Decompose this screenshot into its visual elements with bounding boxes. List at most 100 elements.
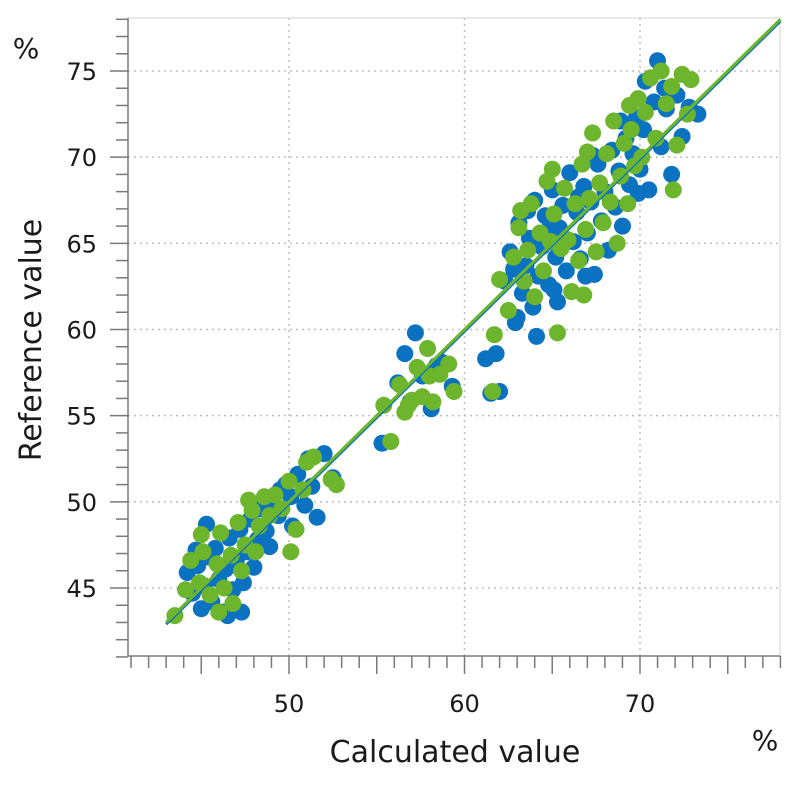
series-points xyxy=(166,52,707,625)
y-tick-label: 50 xyxy=(66,489,97,517)
data-point-green xyxy=(608,234,626,252)
data-point-green xyxy=(192,526,210,544)
data-point-green xyxy=(578,143,596,161)
data-point-green xyxy=(657,95,675,113)
data-point-green xyxy=(591,174,609,192)
data-point-green xyxy=(327,476,345,494)
data-point-green xyxy=(647,129,665,147)
data-point-green xyxy=(601,193,619,211)
y-axis: 45 50 55 60 65 70 75 xyxy=(66,18,128,658)
data-point-green xyxy=(484,383,502,400)
data-point-blue xyxy=(406,324,424,342)
data-point-green xyxy=(549,324,566,342)
data-point-blue xyxy=(663,165,681,183)
data-point-green xyxy=(229,514,247,531)
data-point-green xyxy=(287,520,305,538)
data-point-green xyxy=(664,181,682,199)
data-point-green xyxy=(212,524,230,542)
data-point-green xyxy=(622,121,640,139)
data-point-green xyxy=(505,248,523,266)
data-point-green xyxy=(621,97,638,114)
data-point-green xyxy=(305,448,323,466)
y-tick-label: 70 xyxy=(66,144,97,172)
y-axis-title: Reference value xyxy=(14,219,49,462)
fit-line-green xyxy=(165,18,782,624)
data-point-green xyxy=(575,286,593,304)
data-point-green xyxy=(584,124,602,142)
data-point-green xyxy=(566,195,584,213)
data-point-green xyxy=(222,546,240,564)
data-point-blue xyxy=(308,508,326,526)
data-point-green xyxy=(598,145,616,163)
data-point-green xyxy=(556,179,573,197)
fit-lines xyxy=(165,18,782,626)
data-point-green xyxy=(282,543,300,561)
data-point-blue xyxy=(635,121,652,139)
data-point-green xyxy=(177,581,194,599)
data-point-blue xyxy=(561,164,579,182)
x-axis-unit: % xyxy=(752,724,779,757)
data-point-green xyxy=(485,326,503,344)
y-tick-label: 65 xyxy=(66,230,97,258)
data-point-green xyxy=(526,288,544,306)
data-point-green xyxy=(519,241,537,259)
data-point-green xyxy=(577,221,595,238)
y-tick-label: 55 xyxy=(66,403,97,431)
data-point-green xyxy=(224,595,242,612)
data-point-green xyxy=(233,562,251,580)
data-point-green xyxy=(522,195,540,213)
data-point-green xyxy=(594,214,612,232)
data-point-blue xyxy=(629,184,647,202)
data-point-green xyxy=(636,103,654,121)
data-point-green xyxy=(382,433,400,450)
data-point-green xyxy=(545,205,563,223)
data-point-green xyxy=(652,62,670,80)
data-point-blue xyxy=(261,538,279,556)
data-point-green xyxy=(682,71,700,89)
data-point-green xyxy=(668,136,686,154)
data-point-green xyxy=(424,393,442,411)
x-tick-label: 50 xyxy=(274,690,305,718)
data-point-green xyxy=(499,302,517,319)
data-point-green xyxy=(182,551,200,569)
data-point-blue xyxy=(296,496,314,514)
data-point-green xyxy=(619,195,637,213)
data-point-green xyxy=(535,262,552,280)
y-tick-label: 75 xyxy=(66,58,97,86)
data-point-blue xyxy=(577,267,595,285)
data-point-blue xyxy=(614,217,631,235)
data-point-green xyxy=(419,340,437,357)
data-point-green xyxy=(570,252,588,270)
data-point-green xyxy=(240,491,258,509)
data-point-green xyxy=(247,543,265,561)
data-point-green xyxy=(399,396,417,414)
data-point-blue xyxy=(545,281,563,299)
y-tick-label: 60 xyxy=(66,317,97,345)
data-point-green xyxy=(543,160,561,178)
x-axis-title: Calculated value xyxy=(330,735,581,770)
data-point-green xyxy=(510,219,528,237)
data-point-green xyxy=(491,271,509,288)
data-point-green xyxy=(440,355,458,373)
data-point-blue xyxy=(557,262,575,280)
x-axis: 50 60 70 xyxy=(130,656,782,718)
data-point-blue xyxy=(487,345,505,363)
data-point-green xyxy=(587,243,605,261)
y-tick-label: 45 xyxy=(66,575,97,603)
data-point-blue xyxy=(528,327,545,345)
data-point-green xyxy=(215,579,233,597)
data-point-green xyxy=(615,134,633,152)
x-tick-label: 60 xyxy=(449,690,480,718)
data-point-green xyxy=(375,396,393,414)
data-point-blue xyxy=(505,260,523,278)
data-point-green xyxy=(605,112,623,130)
data-point-green xyxy=(663,78,681,95)
y-axis-unit: % xyxy=(13,32,40,65)
x-tick-label: 70 xyxy=(625,690,656,718)
data-point-green xyxy=(445,383,463,400)
data-point-green xyxy=(201,586,219,604)
data-point-green xyxy=(210,603,228,621)
data-point-green xyxy=(280,472,298,490)
data-point-green xyxy=(266,486,284,504)
